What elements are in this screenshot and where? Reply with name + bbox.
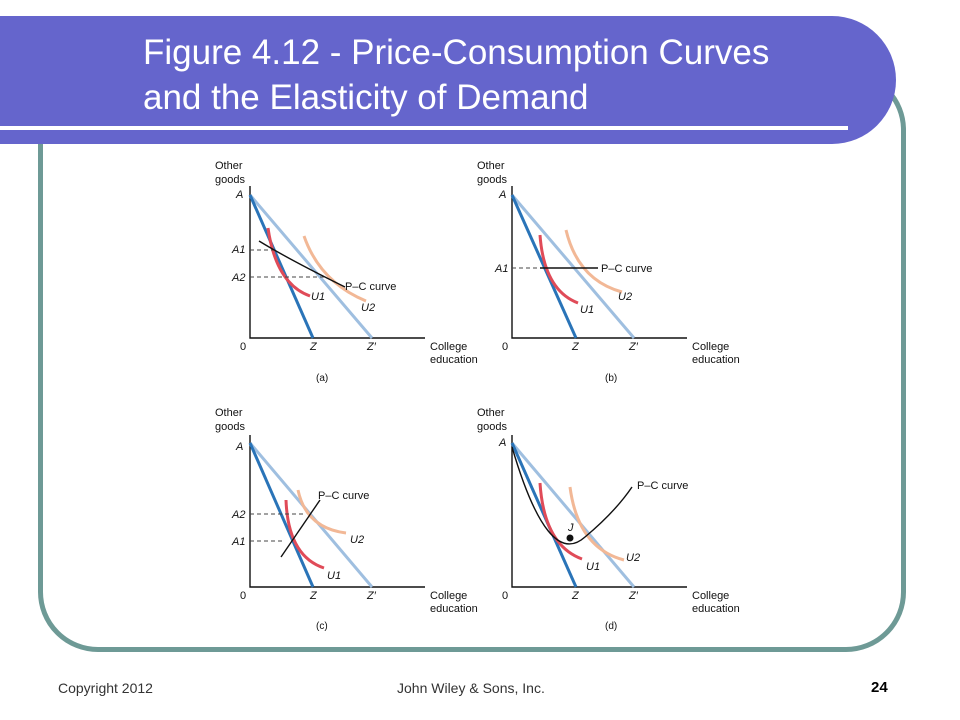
x-axis-label-line1: College [430, 341, 467, 353]
z-label: Z [309, 341, 318, 353]
z-label: Z [309, 590, 318, 602]
a2-label: A2 [231, 509, 245, 521]
u2-indifference-curve [564, 229, 623, 294]
u2-label: U2 [618, 291, 632, 303]
zprime-label: Z′ [628, 590, 639, 602]
pc-curve-label: P–C curve [601, 263, 652, 275]
title-underline [0, 126, 848, 130]
page-number: 24 [871, 679, 888, 696]
origin-label: 0 [502, 341, 508, 353]
budget-line-z [248, 442, 315, 588]
u1-indifference-curve [538, 234, 579, 305]
axes [249, 435, 425, 588]
a1-label: A1 [494, 263, 508, 275]
footer-copyright: Copyright 2012 [58, 680, 153, 696]
y-axis-label-line1: Other [477, 160, 505, 172]
panel-caption: (b) [605, 373, 617, 384]
panel-caption: (a) [316, 373, 328, 384]
a-label: A [235, 441, 243, 453]
panel-caption: (c) [316, 621, 328, 632]
title-banner [0, 16, 896, 144]
title-line-2: and the Elasticity of Demand [143, 78, 589, 117]
point-j [566, 534, 574, 542]
budget-line-z [510, 194, 578, 339]
budget-line-zprime [510, 194, 636, 339]
u1-label: U1 [311, 291, 325, 303]
pc-curve-label: P–C curve [637, 480, 688, 492]
j-label: J [567, 522, 574, 534]
x-axis-label-line2: education [430, 603, 478, 615]
a1-label: A1 [231, 244, 245, 256]
axes [511, 186, 687, 339]
a-label: A [498, 189, 506, 201]
zprime-label: Z′ [366, 590, 377, 602]
y-axis-label-line1: Other [477, 407, 505, 419]
pc-curve-label: P–C curve [318, 490, 369, 502]
axes [249, 186, 425, 339]
a1-label: A1 [231, 536, 245, 548]
axes [511, 435, 687, 588]
y-axis-label-line2: goods [215, 174, 245, 186]
panel-b: Other goods A 0 A1 P–C curve U1 U2 Z Z′ … [477, 160, 740, 384]
x-axis-label-line1: College [430, 590, 467, 602]
panel-a: Other goods A 0 A1 A2 P–C curve U1 U2 Z … [215, 160, 478, 384]
panel-d: Other goods A 0 J P–C curve U1 U2 Z Z′ C… [477, 407, 740, 632]
u2-indifference-curve [296, 489, 347, 535]
y-axis-label-line2: goods [477, 174, 507, 186]
a2-label: A2 [231, 272, 245, 284]
pc-curve [511, 446, 633, 545]
budget-line-z [248, 194, 315, 339]
y-axis-label-line1: Other [215, 407, 243, 419]
pc-curve-label: P–C curve [345, 281, 396, 293]
y-axis-label-line1: Other [215, 160, 243, 172]
x-axis-label-line2: education [692, 603, 740, 615]
pc-curve [258, 240, 346, 288]
a-label: A [498, 437, 506, 449]
a-label: A [235, 189, 243, 201]
panel-caption: (d) [605, 621, 617, 632]
u2-label: U2 [626, 552, 640, 564]
zprime-label: Z′ [366, 341, 377, 353]
origin-label: 0 [502, 590, 508, 602]
u1-label: U1 [327, 570, 341, 582]
u1-label: U1 [586, 561, 600, 573]
footer-publisher: John Wiley & Sons, Inc. [397, 680, 545, 696]
z-label: Z [571, 590, 580, 602]
title-line-1: Figure 4.12 - Price-Consumption Curves [143, 33, 770, 72]
z-label: Z [571, 341, 580, 353]
zprime-label: Z′ [628, 341, 639, 353]
slide-title: Figure 4.12 - Price-Consumption Curves a… [143, 30, 863, 120]
u2-label: U2 [350, 534, 364, 546]
budget-line-zprime [510, 442, 636, 588]
x-axis-label-line2: education [430, 354, 478, 366]
panel-c: Other goods A 0 A2 A1 P–C curve U1 U2 Z … [215, 407, 478, 632]
x-axis-label-line2: education [692, 354, 740, 366]
u2-label: U2 [361, 302, 375, 314]
u1-indifference-curve [284, 499, 325, 570]
u1-indifference-curve [266, 227, 311, 298]
origin-label: 0 [240, 590, 246, 602]
x-axis-label-line1: College [692, 341, 729, 353]
y-axis-label-line2: goods [215, 421, 245, 433]
origin-label: 0 [240, 341, 246, 353]
u1-label: U1 [580, 304, 594, 316]
u2-indifference-curve [568, 486, 625, 562]
u2-indifference-curve [302, 235, 367, 303]
u1-indifference-curve [538, 482, 583, 561]
budget-line-zprime [248, 194, 374, 339]
y-axis-label-line2: goods [477, 421, 507, 433]
pc-curve [280, 499, 321, 558]
x-axis-label-line1: College [692, 590, 729, 602]
